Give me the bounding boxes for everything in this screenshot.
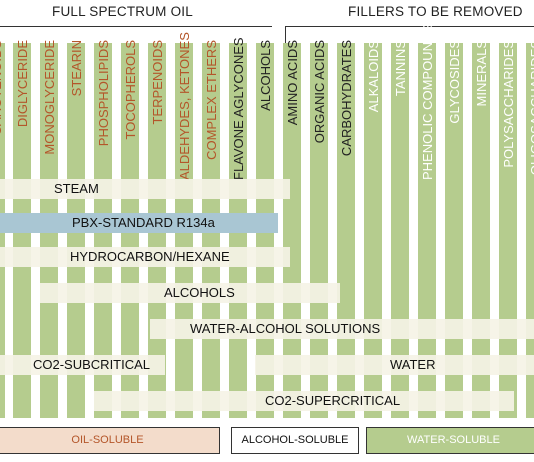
category-box: OIL-SOLUBLE [0, 427, 220, 454]
compound-label: TANNINS [393, 40, 408, 97]
solvent-label: CO2-SUPERCRITICAL [265, 393, 401, 408]
header-full-spectrum-oil: FULL SPECTRUM OIL [52, 4, 193, 19]
compound-label: FLAVONE AGLYCONES [231, 37, 246, 180]
solvent-label: WATER-ALCOHOL SOLUTIONS [190, 321, 381, 336]
category-box: ALCOHOL-SOLUBLE [231, 427, 359, 454]
solvent-label: WATER [390, 357, 436, 372]
compound-label: COMPLEX ETHERS [204, 40, 219, 160]
compound-label: ALKALOIDS [366, 40, 381, 113]
compound-label: TOCOPHEROLS [123, 40, 138, 140]
compound-label: DIGLYCERIDE [15, 40, 30, 128]
compound-label: MONOGLYCERIDE [42, 40, 57, 155]
compound-label: AMINO ACIDS [285, 40, 300, 126]
compound-label: ALCOHOLS [258, 40, 273, 111]
solvent-label: PBX-STANDARD R134a [72, 215, 215, 230]
compound-label: TERPENOIDS [150, 40, 165, 125]
header-fillers-to-be-removed: FILLERS TO BE REMOVED [348, 4, 523, 19]
solvent-label: CO2-SUBCRITICAL [33, 357, 151, 372]
compound-label: OLIGOSACCHARIDES [528, 40, 534, 176]
compound-label: CARBOHYDRATES [339, 40, 354, 157]
compound-label: POLYSACCHARIDES [501, 40, 516, 168]
solvent-label: HYDROCARBON/HEXANE [70, 249, 230, 264]
solvent-label: STEAM [54, 181, 99, 196]
compound-column [526, 43, 534, 418]
solvent-band [94, 391, 514, 411]
solvent-band [0, 247, 290, 267]
full-spectrum-bracket [0, 26, 272, 43]
compound-label: MINERALS [474, 40, 489, 107]
category-box: WATER-SOLUBLE [366, 427, 534, 454]
solvent-label: ALCOHOLS [164, 285, 235, 300]
solvent-band [150, 319, 534, 339]
compound-label: ALDEHYDES, KETONES [177, 32, 192, 180]
compound-label: ORGANIC ACIDS [312, 40, 327, 144]
compound-label: GLYCOSIDES [447, 40, 462, 124]
solvent-band [0, 179, 290, 199]
compound-label: PHOSPHOLIPIDS [96, 40, 111, 147]
compound-label: PHENOLIC COMPOUNDS [420, 23, 435, 180]
solvent-band [0, 213, 278, 233]
compound-label: STEARIN [69, 40, 84, 97]
fillers-bracket [285, 26, 534, 43]
solvent-band [40, 283, 340, 303]
solvent-band [255, 355, 534, 375]
solvent-band [0, 355, 165, 375]
compound-label: CAROTENOIDS [0, 40, 4, 136]
